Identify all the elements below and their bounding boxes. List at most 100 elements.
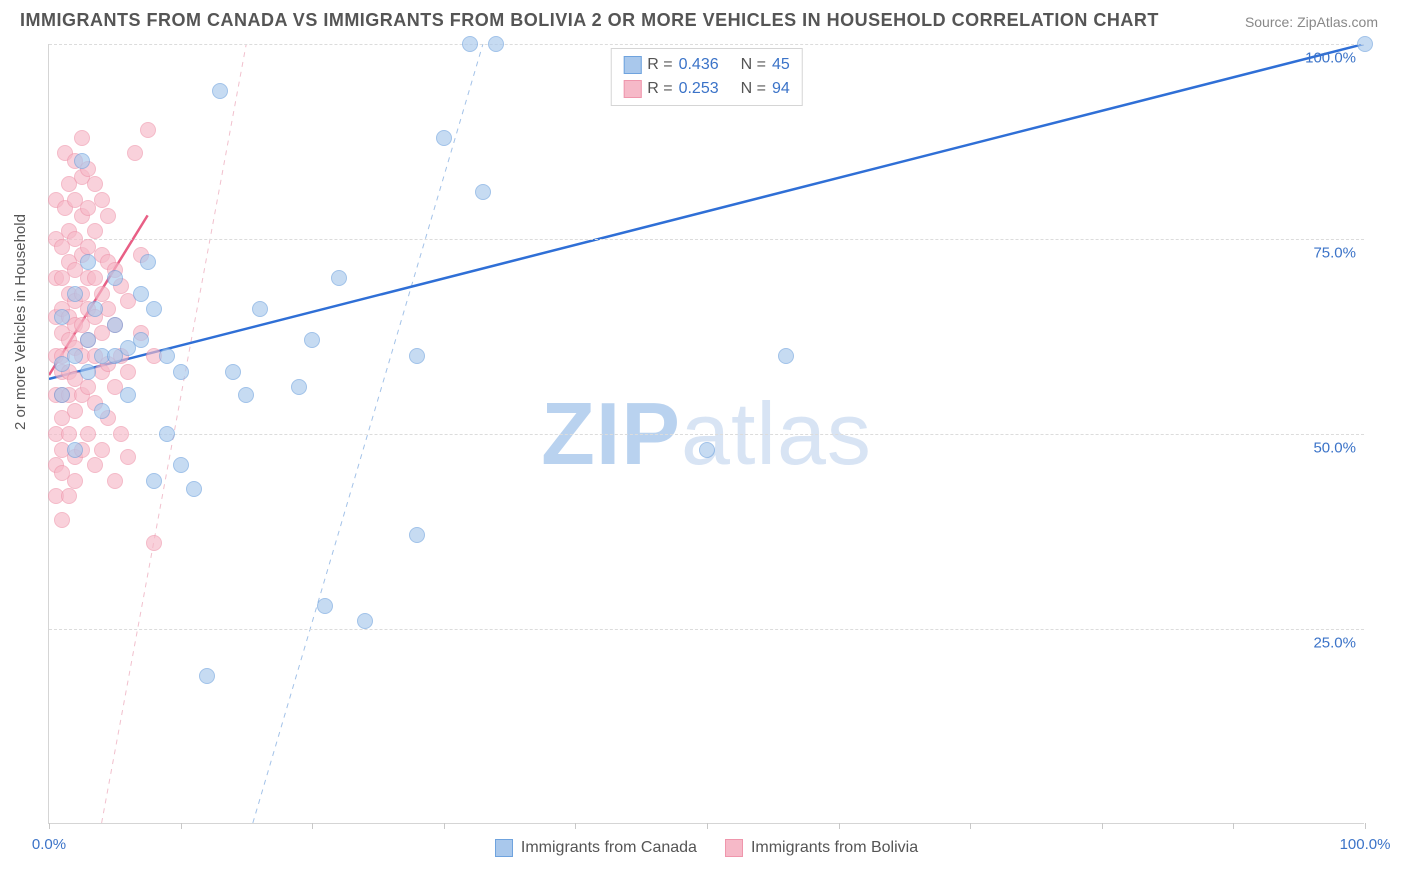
scatter-point-series-1 xyxy=(238,387,254,403)
plot-area: ZIPatlas R = 0.436 N = 45 R = 0.253 N = … xyxy=(48,44,1364,824)
r-label: R = xyxy=(647,77,672,101)
chart-title: IMMIGRANTS FROM CANADA VS IMMIGRANTS FRO… xyxy=(20,10,1159,31)
scatter-point-series-1 xyxy=(699,442,715,458)
swatch-series-2 xyxy=(725,839,743,857)
x-tick-mark xyxy=(312,823,313,829)
watermark-part-a: ZIP xyxy=(541,384,681,483)
legend-label-series-2: Immigrants from Bolivia xyxy=(751,839,918,857)
scatter-point-series-2 xyxy=(74,130,90,146)
scatter-point-series-1 xyxy=(67,442,83,458)
scatter-point-series-2 xyxy=(120,364,136,380)
scatter-point-series-2 xyxy=(87,457,103,473)
scatter-point-series-1 xyxy=(74,153,90,169)
x-tick-label: 100.0% xyxy=(1340,836,1391,853)
scatter-point-series-1 xyxy=(317,598,333,614)
x-tick-mark xyxy=(1365,823,1366,829)
scatter-point-series-1 xyxy=(80,364,96,380)
n-value-series-2: 94 xyxy=(772,77,790,101)
scatter-point-series-2 xyxy=(94,192,110,208)
scatter-point-series-1 xyxy=(67,286,83,302)
scatter-point-series-1 xyxy=(159,348,175,364)
x-tick-mark xyxy=(444,823,445,829)
scatter-point-series-2 xyxy=(100,208,116,224)
scatter-point-series-1 xyxy=(159,426,175,442)
scatter-point-series-1 xyxy=(173,364,189,380)
scatter-point-series-1 xyxy=(107,317,123,333)
scatter-point-series-1 xyxy=(133,332,149,348)
scatter-point-series-1 xyxy=(146,473,162,489)
gridline-h xyxy=(49,44,1364,45)
scatter-point-series-1 xyxy=(225,364,241,380)
scatter-point-series-1 xyxy=(107,270,123,286)
scatter-point-series-1 xyxy=(173,457,189,473)
scatter-point-series-2 xyxy=(87,223,103,239)
y-tick-label: 50.0% xyxy=(1313,440,1356,457)
scatter-point-series-1 xyxy=(357,613,373,629)
x-tick-mark xyxy=(575,823,576,829)
scatter-point-series-1 xyxy=(462,36,478,52)
scatter-point-series-1 xyxy=(475,184,491,200)
x-tick-mark xyxy=(181,823,182,829)
scatter-point-series-1 xyxy=(291,379,307,395)
scatter-point-series-2 xyxy=(146,535,162,551)
legend-item-series-1: Immigrants from Canada xyxy=(495,839,697,857)
scatter-point-series-1 xyxy=(133,286,149,302)
legend-stats-row-1: R = 0.436 N = 45 xyxy=(623,53,790,77)
y-tick-label: 100.0% xyxy=(1305,50,1356,67)
legend-stats: R = 0.436 N = 45 R = 0.253 N = 94 xyxy=(610,48,803,106)
gridline-h xyxy=(49,629,1364,630)
scatter-point-series-1 xyxy=(80,332,96,348)
scatter-point-series-2 xyxy=(54,512,70,528)
scatter-point-series-1 xyxy=(54,387,70,403)
scatter-point-series-2 xyxy=(127,145,143,161)
x-tick-label: 0.0% xyxy=(32,836,66,853)
r-value-series-1: 0.436 xyxy=(679,53,719,77)
y-tick-label: 25.0% xyxy=(1313,635,1356,652)
scatter-point-series-2 xyxy=(67,473,83,489)
scatter-point-series-1 xyxy=(488,36,504,52)
y-axis-label: 2 or more Vehicles in Household xyxy=(12,214,29,430)
gridline-h xyxy=(49,434,1364,435)
x-tick-mark xyxy=(707,823,708,829)
r-value-series-2: 0.253 xyxy=(679,77,719,101)
scatter-point-series-2 xyxy=(87,270,103,286)
scatter-point-series-1 xyxy=(199,668,215,684)
gridline-h xyxy=(49,239,1364,240)
scatter-point-series-1 xyxy=(436,130,452,146)
scatter-point-series-2 xyxy=(87,176,103,192)
scatter-point-series-1 xyxy=(120,387,136,403)
scatter-point-series-1 xyxy=(304,332,320,348)
legend-label-series-1: Immigrants from Canada xyxy=(521,839,697,857)
scatter-point-series-1 xyxy=(94,403,110,419)
swatch-series-2 xyxy=(623,80,641,98)
scatter-point-series-1 xyxy=(331,270,347,286)
scatter-point-series-2 xyxy=(67,403,83,419)
x-tick-mark xyxy=(49,823,50,829)
scatter-point-series-1 xyxy=(778,348,794,364)
legend-stats-row-2: R = 0.253 N = 94 xyxy=(623,77,790,101)
n-label: N = xyxy=(741,53,766,77)
scatter-point-series-1 xyxy=(146,301,162,317)
scatter-point-series-2 xyxy=(94,442,110,458)
scatter-point-series-2 xyxy=(80,379,96,395)
scatter-point-series-1 xyxy=(186,481,202,497)
x-tick-mark xyxy=(970,823,971,829)
swatch-series-1 xyxy=(623,56,641,74)
scatter-point-series-2 xyxy=(94,286,110,302)
scatter-point-series-2 xyxy=(113,426,129,442)
scatter-point-series-1 xyxy=(80,254,96,270)
scatter-point-series-1 xyxy=(54,309,70,325)
scatter-point-series-2 xyxy=(80,426,96,442)
scatter-point-series-1 xyxy=(212,83,228,99)
scatter-point-series-1 xyxy=(1357,36,1373,52)
scatter-point-series-2 xyxy=(61,426,77,442)
y-tick-label: 75.0% xyxy=(1313,245,1356,262)
x-tick-mark xyxy=(1102,823,1103,829)
scatter-point-series-2 xyxy=(107,473,123,489)
legend-series: Immigrants from Canada Immigrants from B… xyxy=(49,839,1364,857)
scatter-point-series-1 xyxy=(140,254,156,270)
scatter-point-series-1 xyxy=(87,301,103,317)
x-tick-mark xyxy=(839,823,840,829)
scatter-point-series-2 xyxy=(61,488,77,504)
r-label: R = xyxy=(647,53,672,77)
